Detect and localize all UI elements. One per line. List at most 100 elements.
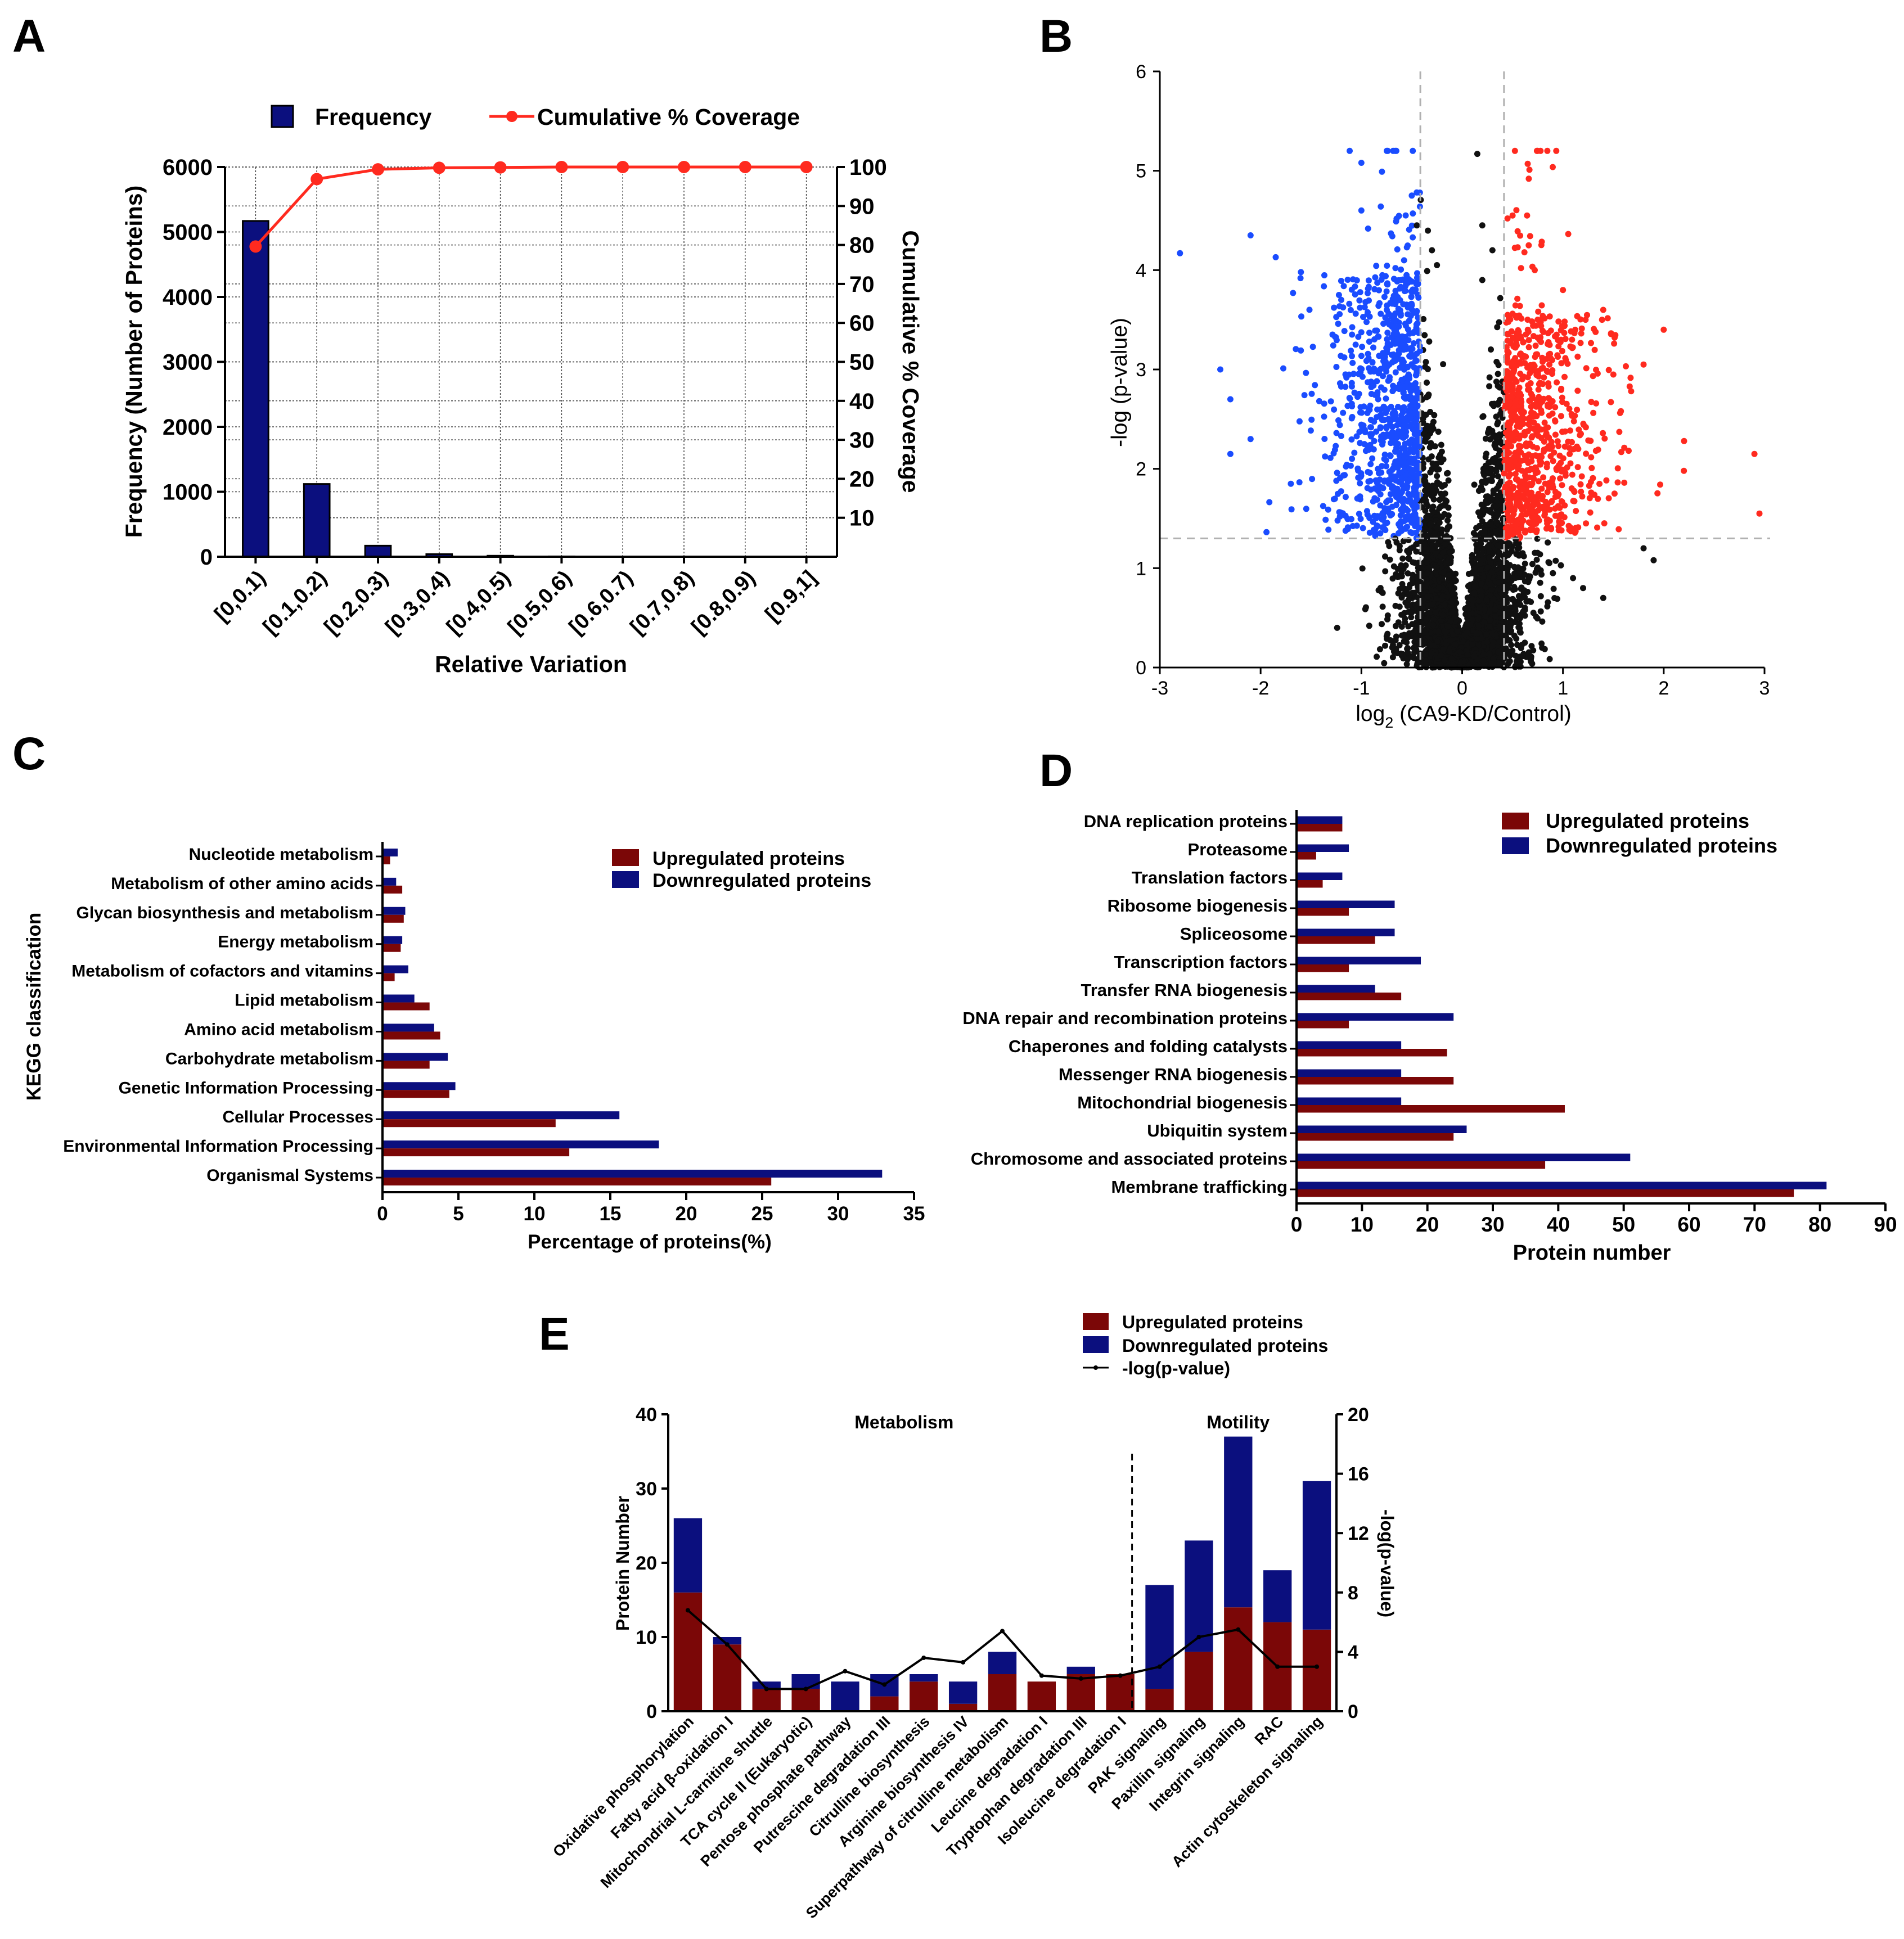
data-point — [1428, 427, 1435, 434]
data-point — [1426, 610, 1433, 616]
data-point — [1488, 346, 1494, 353]
data-point — [1508, 548, 1515, 554]
data-point — [1322, 516, 1329, 523]
data-point — [1517, 602, 1524, 608]
data-point — [1537, 579, 1543, 586]
data-point — [1398, 266, 1405, 273]
data-point — [1399, 555, 1406, 562]
data-point — [1493, 503, 1500, 509]
data-point — [1397, 283, 1404, 290]
data-point — [1398, 376, 1405, 383]
data-point — [1373, 263, 1380, 269]
data-point — [1534, 535, 1541, 542]
data-point — [1434, 638, 1441, 645]
data-point — [1496, 661, 1503, 667]
data-point — [1428, 650, 1435, 656]
data-point — [1424, 570, 1430, 576]
data-point — [1364, 511, 1371, 518]
data-point — [1495, 648, 1502, 655]
data-point — [1355, 333, 1362, 340]
data-point — [1338, 278, 1344, 284]
y-tick-label: 1000 — [163, 480, 213, 505]
data-point — [1437, 481, 1443, 488]
data-point — [1471, 583, 1478, 589]
data-point — [1424, 268, 1430, 274]
data-point — [1442, 499, 1449, 506]
data-point — [1484, 564, 1491, 571]
data-point — [1396, 521, 1402, 527]
data-point — [1512, 302, 1519, 309]
data-point — [1382, 642, 1388, 649]
data-point — [1403, 639, 1410, 646]
data-point — [1351, 449, 1358, 456]
data-point — [1308, 390, 1315, 397]
data-point — [1425, 227, 1432, 234]
data-point — [1444, 470, 1450, 477]
data-point — [1290, 290, 1297, 296]
data-point — [1508, 649, 1514, 656]
data-point — [1349, 331, 1356, 338]
scatter-points — [1177, 147, 1763, 671]
data-point — [1357, 440, 1363, 447]
data-point — [1420, 460, 1426, 467]
data-point — [1377, 530, 1384, 536]
data-point — [1510, 596, 1516, 602]
data-point — [1505, 585, 1511, 592]
data-point — [1362, 427, 1368, 434]
data-point — [1383, 288, 1390, 295]
data-point — [1534, 549, 1541, 556]
data-point — [1403, 588, 1410, 595]
data-point — [1410, 571, 1416, 578]
data-point — [1390, 642, 1396, 648]
data-point — [1452, 641, 1459, 648]
data-point — [1495, 542, 1501, 549]
data-point — [1423, 651, 1429, 658]
data-point — [1505, 540, 1512, 547]
data-point — [1386, 543, 1393, 549]
data-point — [1362, 606, 1369, 612]
data-point — [1398, 573, 1405, 580]
data-point — [1387, 497, 1393, 503]
data-point — [1402, 422, 1409, 429]
data-point — [1439, 575, 1446, 582]
data-point — [1322, 453, 1329, 460]
data-point — [1374, 513, 1381, 520]
data-point — [1388, 342, 1394, 348]
data-point — [1532, 569, 1539, 576]
data-point — [1365, 290, 1371, 296]
data-point — [1474, 555, 1480, 562]
data-point — [1375, 333, 1381, 340]
data-point — [1387, 556, 1393, 563]
data-point — [1477, 566, 1484, 573]
data-point — [1525, 175, 1532, 182]
data-point — [1396, 642, 1403, 648]
data-point — [1471, 570, 1478, 577]
data-point — [1405, 570, 1411, 577]
x-tick-label: [0.6,0.7) — [565, 566, 638, 639]
data-point — [1473, 525, 1480, 531]
data-point — [1503, 560, 1510, 566]
data-point — [1445, 557, 1452, 563]
data-point — [1533, 556, 1540, 563]
data-point — [1439, 549, 1446, 556]
data-point — [1408, 529, 1415, 536]
x-tick-label: [0.3,0.4) — [381, 566, 454, 639]
data-point — [1334, 470, 1340, 476]
data-point — [1365, 226, 1371, 232]
data-point — [1471, 565, 1478, 572]
data-point — [1352, 291, 1358, 298]
data-point — [1447, 637, 1453, 644]
data-point — [1330, 342, 1336, 349]
y2-tick-label: 70 — [849, 272, 875, 297]
data-point — [1336, 303, 1343, 310]
data-point — [1423, 488, 1430, 495]
data-point — [1464, 652, 1471, 658]
data-point — [1405, 242, 1411, 249]
data-point — [1395, 590, 1402, 597]
y2-tick-label: 90 — [849, 194, 875, 219]
data-point — [1485, 429, 1492, 435]
data-point — [1363, 319, 1370, 326]
data-point — [1521, 249, 1528, 256]
data-point — [1367, 402, 1374, 409]
data-point — [1389, 575, 1396, 582]
